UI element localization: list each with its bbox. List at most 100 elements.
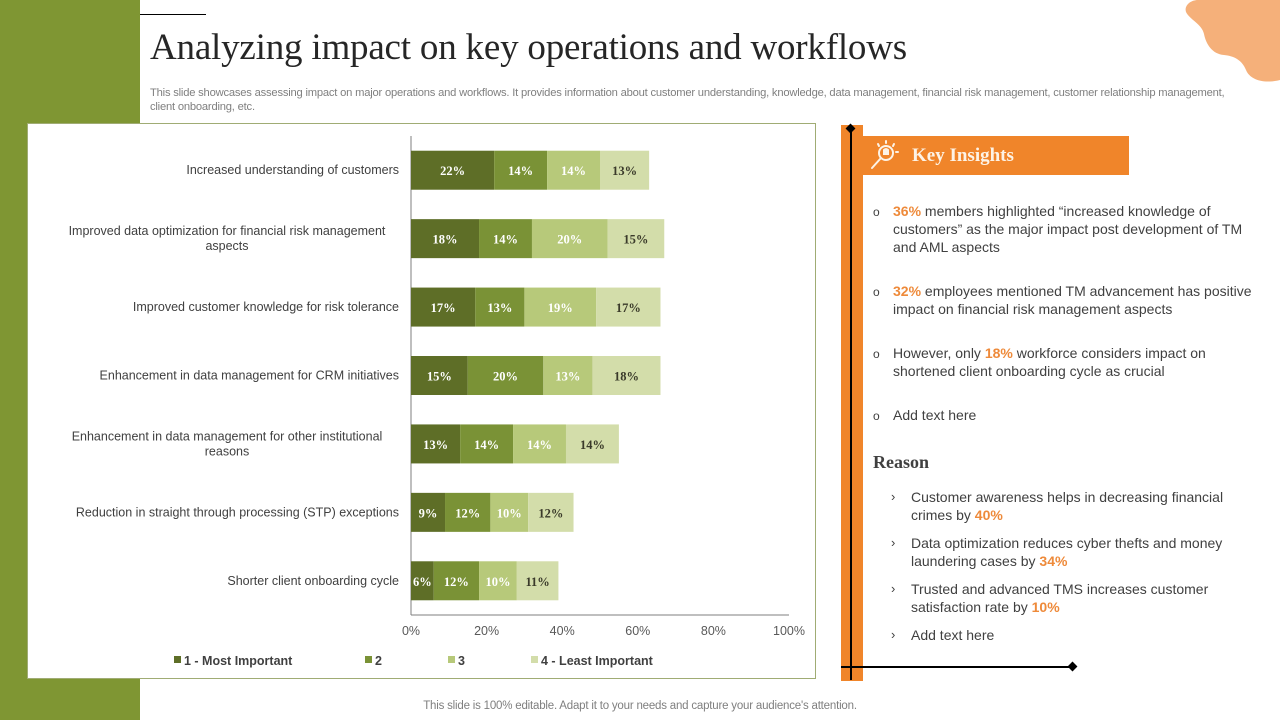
legend-label: 4 - Least Important	[541, 654, 654, 668]
reason-item: › Customer awareness helps in decreasing…	[891, 489, 1224, 523]
bar-segment	[565, 424, 619, 464]
x-tick-label: 80%	[701, 624, 726, 638]
data-label: 15%	[623, 233, 648, 247]
circle-bullet-icon: o	[873, 205, 880, 219]
orange-strip	[841, 125, 863, 681]
reason-item: › Add text here	[891, 627, 995, 643]
legend-swatch	[365, 656, 372, 663]
data-label: 17%	[616, 301, 641, 315]
bar-segment	[490, 492, 529, 532]
bar-segment	[596, 287, 661, 327]
slide-title: Analyzing impact on key operations and w…	[150, 27, 907, 68]
bar-segment	[411, 492, 446, 532]
data-label: 19%	[548, 301, 573, 315]
legend-swatch	[174, 656, 181, 663]
category-label: Improved customer knowledge for risk tol…	[133, 300, 399, 314]
legend-swatch	[531, 656, 538, 663]
category-label: Shorter client onboarding cycle	[227, 574, 399, 588]
key-insights-list: o 36% members highlighted “increased kno…	[873, 202, 1253, 450]
circle-bullet-icon: o	[873, 285, 880, 299]
bar-segment	[592, 356, 661, 395]
legend-label: 3	[458, 654, 465, 668]
x-tick-label: 40%	[550, 624, 575, 638]
category-label: Enhancement in data management for CRM i…	[100, 369, 399, 383]
bar-segment	[494, 150, 548, 190]
data-label: 11%	[525, 575, 549, 589]
horizontal-connector-line	[841, 666, 1073, 668]
data-label: 10%	[497, 506, 522, 520]
data-label: 10%	[485, 575, 510, 589]
vertical-connector-line	[850, 128, 852, 680]
chevron-right-icon: ›	[891, 581, 896, 596]
data-label: 13%	[423, 438, 448, 452]
category-label: Reduction in straight through processing…	[76, 505, 399, 519]
data-label: 13%	[555, 370, 580, 384]
category-label: Improved data optimization for financial…	[69, 224, 386, 238]
data-label: 14%	[527, 438, 552, 452]
category-label: aspects	[205, 239, 248, 253]
category-label: Increased understanding of customers	[186, 163, 399, 177]
bar-segment	[547, 150, 600, 190]
data-label: 20%	[493, 370, 518, 384]
insight-item: o 32% employees mentioned TM advancement…	[873, 283, 1252, 317]
bar-segment	[524, 287, 597, 327]
chevron-right-icon: ›	[891, 627, 896, 642]
x-tick-label: 20%	[474, 624, 499, 638]
reason-list: › Customer awareness helps in decreasing…	[891, 488, 1251, 654]
data-label: 9%	[419, 506, 438, 520]
chevron-right-icon: ›	[891, 535, 896, 550]
insight-highlight: 32%	[893, 283, 922, 299]
chart-container: 22% 14% 14% 13% Increased understanding of c…	[27, 123, 816, 679]
data-label: 12%	[455, 506, 480, 520]
bar-segment	[600, 150, 650, 190]
bar-segment	[411, 219, 480, 259]
data-label: 14%	[580, 438, 605, 452]
data-label: 22%	[440, 164, 465, 178]
bar-segment	[479, 561, 517, 601]
slide-subtitle: This slide showcases assessing impact on…	[150, 87, 1225, 113]
category-label: Enhancement in data management for other…	[72, 429, 383, 443]
bar-segment	[411, 424, 461, 464]
data-label: 14%	[493, 233, 518, 247]
bar-segment	[516, 561, 559, 601]
data-label: 6%	[413, 575, 432, 589]
bar-segment	[543, 356, 593, 395]
reason-highlight: 34%	[1039, 553, 1068, 569]
key-insights-title: Key Insights	[912, 144, 1014, 166]
legend-swatch	[448, 656, 455, 663]
circle-bullet-icon: o	[873, 347, 880, 361]
bar-segment	[528, 492, 574, 532]
data-label: 14%	[508, 164, 533, 178]
chevron-right-icon: ›	[891, 489, 896, 504]
insight-highlight: 36%	[893, 203, 922, 219]
connector-dot-end	[1067, 661, 1078, 672]
insight-item: o 36% members highlighted “increased kno…	[873, 203, 1243, 255]
legend-label: 1 - Most Important	[184, 654, 293, 668]
reason-highlight: 40%	[974, 507, 1003, 523]
footer-note: This slide is 100% editable. Adapt it to…	[423, 700, 857, 712]
reason-item: › Data optimization reduces cyber thefts…	[891, 535, 1223, 569]
bar-segment	[411, 356, 468, 395]
data-label: 12%	[444, 575, 469, 589]
bar-segment	[513, 424, 566, 464]
x-tick-label: 100%	[773, 624, 805, 638]
bar-segment	[433, 561, 480, 601]
bar-segment	[531, 219, 608, 259]
data-label: 18%	[614, 370, 639, 384]
bar-segment	[411, 150, 495, 190]
bar-segment	[479, 219, 532, 259]
data-label: 13%	[612, 164, 637, 178]
stacked-bar-chart: 22% 14% 14% 13% Increased understanding of c…	[69, 136, 805, 668]
title-rule	[140, 14, 206, 15]
data-label: 15%	[427, 370, 452, 384]
bar-segment	[475, 287, 525, 327]
data-label: 13%	[487, 301, 512, 315]
x-tick-label: 0%	[402, 624, 420, 638]
x-tick-label: 60%	[625, 624, 650, 638]
reason-highlight: 10%	[1031, 599, 1060, 615]
data-label: 20%	[557, 233, 582, 247]
category-label: reasons	[205, 444, 249, 458]
bar-segment	[445, 492, 491, 532]
bar-segment	[411, 287, 476, 327]
data-label: 17%	[431, 301, 456, 315]
